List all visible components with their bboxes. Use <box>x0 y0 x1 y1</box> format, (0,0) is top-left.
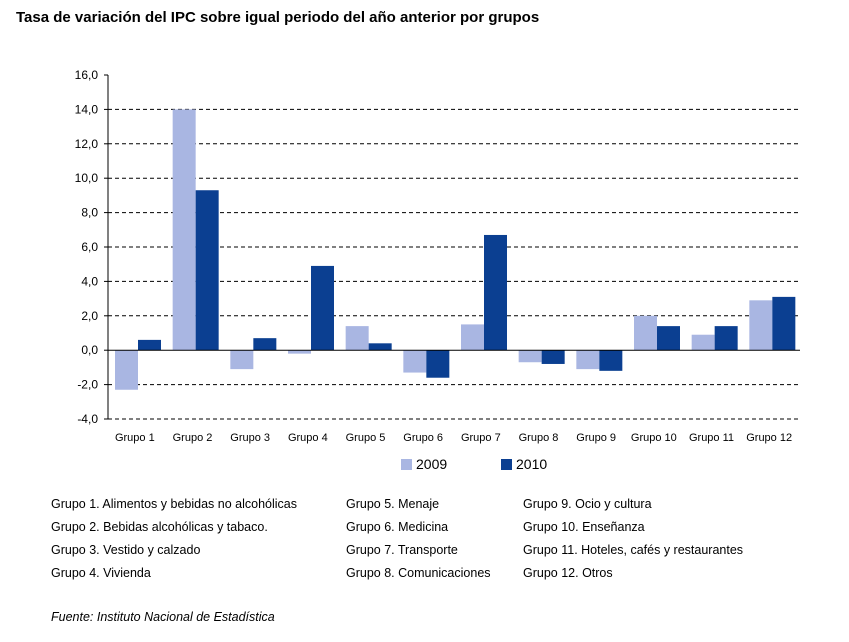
note-grupo-1: Grupo 1. Alimentos y bebidas no alcohóli… <box>51 497 297 511</box>
bar-2009 <box>172 109 196 351</box>
y-tick-label: 14,0 <box>75 102 99 116</box>
note-grupo-7: Grupo 7. Transporte <box>346 543 458 557</box>
bar-2009 <box>691 334 715 351</box>
x-tick-label: Grupo 5 <box>346 432 386 444</box>
chart-title: Tasa de variación del IPC sobre igual pe… <box>16 9 540 26</box>
note-grupo-10: Grupo 10. Enseñanza <box>523 520 645 534</box>
legend-label-2010: 2010 <box>516 456 548 472</box>
legend-swatch-2010 <box>501 458 512 470</box>
bar-2009 <box>576 350 600 370</box>
bar-2010 <box>368 343 392 351</box>
x-tick-label: Grupo 4 <box>288 432 328 444</box>
legend-item-2010: 2010 <box>501 456 547 472</box>
bar-chart: -4,0 -2,0 0,0 2,0 4,0 6,0 8,0 10,0 12,0 14,0 16,0 G… <box>75 68 800 444</box>
x-tick-label: Grupo 2 <box>173 432 213 444</box>
bar-2010 <box>195 190 219 351</box>
bar-2010 <box>599 350 623 371</box>
x-tick-label: Grupo 9 <box>576 432 616 444</box>
x-tick-label: Grupo 1 <box>115 432 155 444</box>
y-tick-label: -4,0 <box>77 412 98 426</box>
y-tick-label: 6,0 <box>81 240 98 254</box>
y-tick-label: 12,0 <box>75 137 99 151</box>
bar-2010 <box>138 339 161 351</box>
note-grupo-5: Grupo 5. Menaje <box>346 497 440 511</box>
x-tick-label: Grupo 10 <box>631 432 677 444</box>
bar-2010 <box>484 234 507 351</box>
legend-label-2009: 2009 <box>416 456 448 472</box>
bar-2009 <box>115 350 138 390</box>
bar-2010 <box>772 296 796 351</box>
note-grupo-2: Grupo 2. Bebidas alcohólicas y tabaco. <box>51 520 268 534</box>
bar-2010 <box>253 338 277 351</box>
note-grupo-8: Grupo 8. Comunicaciones <box>346 566 491 580</box>
bar-2009 <box>288 350 311 354</box>
x-tick-label: Grupo 6 <box>403 432 443 444</box>
bar-2009 <box>749 300 773 351</box>
y-tick-label: -2,0 <box>77 378 98 392</box>
y-tick-label: 8,0 <box>81 206 98 220</box>
x-tick-label: Grupo 8 <box>519 432 559 444</box>
y-tick-label: 4,0 <box>81 274 98 288</box>
bar-2010 <box>657 326 680 351</box>
x-tick-label: Grupo 3 <box>230 432 270 444</box>
x-tick-label: Grupo 12 <box>746 432 792 444</box>
note-grupo-4: Grupo 4. Vivienda <box>51 566 151 580</box>
note-grupo-3: Grupo 3. Vestido y calzado <box>51 543 201 557</box>
x-tick-label: Grupo 11 <box>689 432 734 444</box>
bar-2009 <box>461 324 484 351</box>
bar-2010 <box>426 350 450 378</box>
y-tick-label: 2,0 <box>81 309 98 323</box>
bar-2009 <box>403 350 427 373</box>
note-grupo-6: Grupo 6. Medicina <box>346 520 449 534</box>
y-tick-label: 10,0 <box>75 171 99 185</box>
bar-2010 <box>311 265 334 351</box>
bar-2009 <box>518 350 542 363</box>
y-tick-label: 16,0 <box>75 68 99 82</box>
legend-swatch-2009 <box>401 458 412 470</box>
note-grupo-9: Grupo 9. Ocio y cultura <box>523 497 652 511</box>
bar-2010 <box>541 350 565 364</box>
x-tick-label: Grupo 7 <box>461 432 501 444</box>
bar-2009 <box>345 326 369 351</box>
legend-item-2009: 2009 <box>401 456 447 472</box>
source-note: Fuente: Instituto Nacional de Estadístic… <box>51 610 275 624</box>
bar-2009 <box>230 350 254 370</box>
bar-2010 <box>714 326 738 351</box>
note-grupo-12: Grupo 12. Otros <box>523 566 613 580</box>
y-tick-label: 0,0 <box>81 343 98 357</box>
note-grupo-11: Grupo 11. Hoteles, cafés y restaurantes <box>523 543 744 557</box>
bar-2009 <box>634 315 657 351</box>
